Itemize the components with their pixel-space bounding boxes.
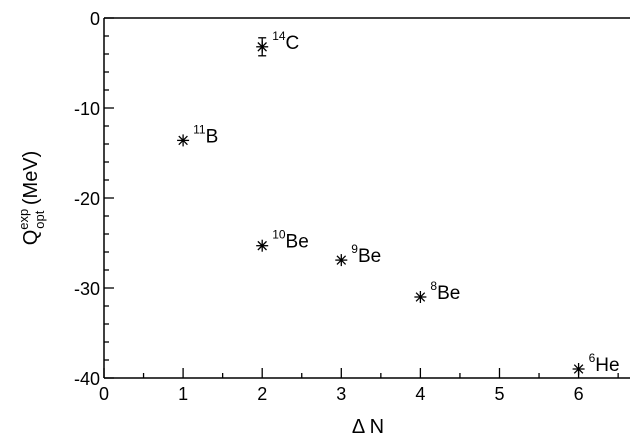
point-label-mass: 11 xyxy=(193,122,206,136)
point-label: 11B xyxy=(193,122,218,147)
y-axis-title: Qexpopt (MeV) xyxy=(16,151,47,246)
y-tick-label: -40 xyxy=(74,369,100,389)
data-point-9be xyxy=(335,254,348,267)
axis-ticks xyxy=(103,17,619,379)
y-axis-title-unit: (MeV) xyxy=(20,151,42,211)
point-label-element: Be xyxy=(358,246,381,267)
x-tick-label: 3 xyxy=(336,384,346,404)
y-axis-title-sup: exp xyxy=(16,209,31,230)
marker-stroke xyxy=(178,135,188,146)
point-label-mass: 10 xyxy=(272,228,286,242)
x-tick-label: 4 xyxy=(415,384,425,404)
marker-stroke xyxy=(336,255,347,265)
x-tick-label: 5 xyxy=(494,384,504,404)
point-label-mass: 6 xyxy=(589,351,596,365)
y-tick-label: -30 xyxy=(74,279,100,299)
point-label: 8Be xyxy=(430,279,460,304)
point-label-mass: 9 xyxy=(351,242,358,256)
point-label: 10Be xyxy=(272,228,309,253)
point-label: 14C xyxy=(272,29,299,54)
data-point-14c xyxy=(256,37,269,57)
data-point-10be xyxy=(256,239,269,252)
point-label-element: Be xyxy=(286,232,309,253)
marker-stroke xyxy=(257,240,267,251)
data-point-8be xyxy=(414,291,427,303)
marker-stroke xyxy=(573,364,584,374)
y-tick-label: -20 xyxy=(74,189,100,209)
y-tick-label: 0 xyxy=(90,9,100,29)
x-tick-label: 0 xyxy=(99,384,109,404)
point-label: 9Be xyxy=(351,242,381,267)
point-label-element: Be xyxy=(437,283,460,304)
point-label-mass: 8 xyxy=(430,279,437,293)
marker-stroke xyxy=(415,292,426,302)
y-tick-label: -10 xyxy=(74,99,100,119)
point-label-element: C xyxy=(286,33,300,54)
tick-labels: 0 1 2 3 4 5 6 0 -10 -20 -30 -40 xyxy=(74,9,584,404)
y-axis-title-sub: opt xyxy=(32,210,47,228)
x-axis-title: Δ N xyxy=(352,416,384,438)
x-tick-label: 1 xyxy=(178,384,188,404)
point-label: 6He xyxy=(589,351,620,376)
point-label-mass: 14 xyxy=(272,29,286,43)
data-point-11b xyxy=(177,134,190,147)
data-point-6he xyxy=(572,363,585,375)
point-label-element: B xyxy=(206,126,219,147)
x-tick-label: 2 xyxy=(257,384,267,404)
data-points xyxy=(177,37,585,375)
point-label-element: He xyxy=(595,355,619,376)
x-tick-label: 6 xyxy=(574,384,584,404)
plot-axes xyxy=(103,17,630,379)
y-axis-title-base: Q xyxy=(20,230,42,246)
